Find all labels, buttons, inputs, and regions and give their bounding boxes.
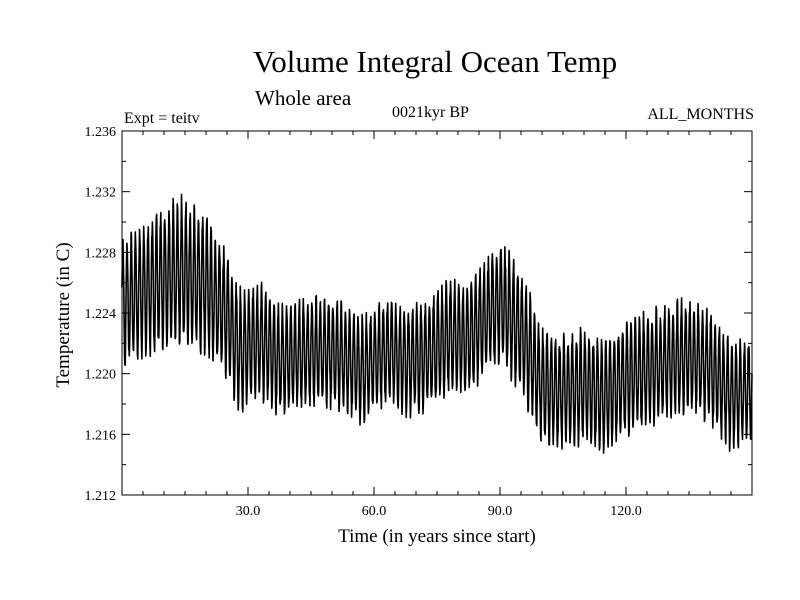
x-axis-label: Time (in years since start) bbox=[338, 526, 536, 547]
series-line-0 bbox=[121, 193, 753, 454]
y-tick-label: 1.228 bbox=[85, 246, 117, 261]
chart-subtitle: Whole area bbox=[255, 86, 352, 110]
y-tick-label: 1.220 bbox=[85, 368, 117, 383]
experiment-label: Expt = teitv bbox=[124, 110, 200, 127]
months-label: ALL_MONTHS bbox=[647, 106, 754, 123]
y-tick-label: 1.224 bbox=[85, 307, 117, 322]
y-tick-label: 1.236 bbox=[85, 125, 117, 140]
x-tick-label: 60.0 bbox=[362, 504, 387, 519]
x-tick-label: 90.0 bbox=[488, 504, 513, 519]
x-tick-label: 120.0 bbox=[610, 504, 642, 519]
y-tick-label: 1.232 bbox=[85, 186, 117, 201]
period-label: 0021kyr BP bbox=[392, 104, 469, 121]
y-tick-label: 1.212 bbox=[85, 489, 117, 504]
y-tick-label: 1.216 bbox=[85, 428, 117, 443]
chart-title: Volume Integral Ocean Temp bbox=[252, 44, 618, 79]
x-tick-label: 30.0 bbox=[236, 504, 261, 519]
